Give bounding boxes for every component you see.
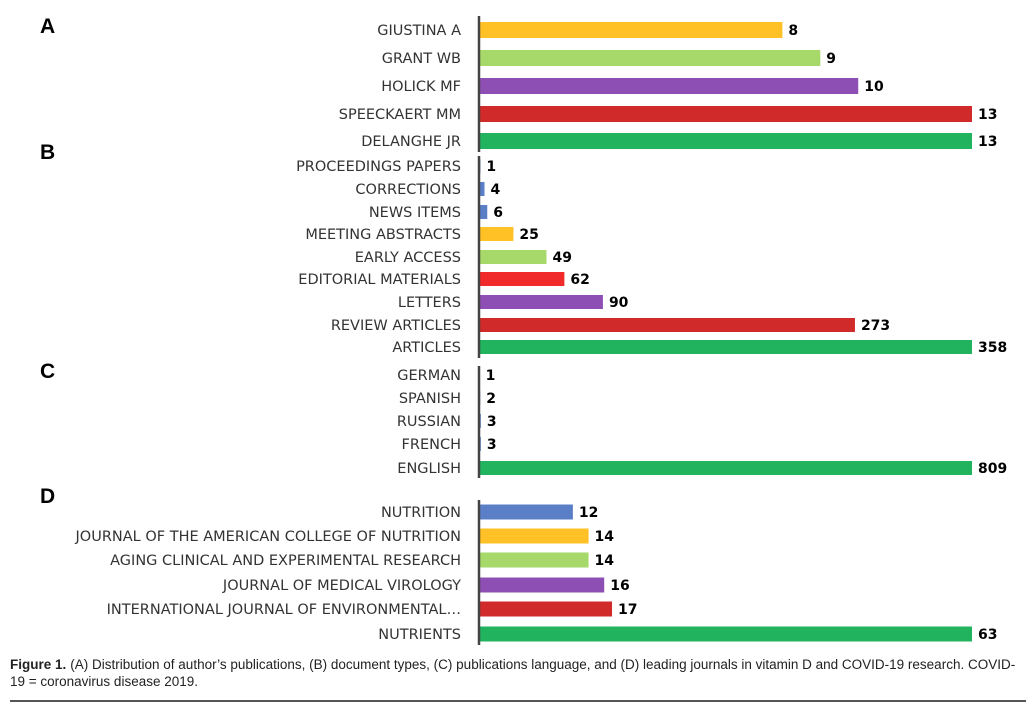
value-label: 13 (978, 107, 997, 123)
value-label: 14 (595, 553, 615, 569)
value-label: 25 (519, 227, 538, 243)
bar (479, 78, 859, 94)
category-label: AGING CLINICAL AND EXPERIMENTAL RESEARCH (110, 553, 461, 569)
bar (479, 22, 783, 38)
value-label: 358 (978, 340, 1007, 356)
value-label: 273 (861, 318, 890, 334)
bar (479, 182, 485, 196)
category-label: ENGLISH (397, 461, 461, 477)
caption-text: (A) Distribution of author’s publication… (10, 657, 1016, 689)
value-label: 6 (493, 205, 503, 221)
bottom-rule (10, 700, 1026, 702)
panel-b: B PROCEEDINGS PAPERS 1 CORRECTIONS 4 NEWS ITE… (40, 141, 1007, 358)
value-label: 63 (978, 627, 997, 643)
bar (479, 205, 488, 219)
figure-caption: Figure 1. (A) Distribution of author’s pu… (10, 656, 1030, 690)
value-label: 10 (864, 79, 884, 95)
value-label: 8 (788, 23, 798, 39)
bar (479, 106, 972, 122)
category-label: REVIEW ARTICLES (331, 318, 461, 334)
bar (479, 227, 514, 241)
category-label: GIUSTINA A (377, 23, 461, 39)
category-label: JOURNAL OF THE AMERICAN COLLEGE OF NUTRI… (75, 529, 461, 545)
bar (479, 626, 972, 642)
panel-a: A GIUSTINA A 8 GRANT WB 9 HOLICK MF 10 SPEECKAE… (40, 15, 997, 152)
category-label: EARLY ACCESS (355, 250, 461, 266)
category-label: PROCEEDINGS PAPERS (296, 159, 461, 175)
value-label: 4 (491, 182, 501, 198)
category-label: INTERNATIONAL JOURNAL OF ENVIRONMENTAL… (107, 602, 461, 618)
bar (479, 577, 605, 593)
category-label: NUTRITION (381, 505, 461, 521)
panel-letter-d: D (40, 485, 55, 508)
value-label: 49 (552, 250, 571, 266)
category-label: NUTRIENTS (378, 627, 461, 643)
category-label: GERMAN (397, 368, 461, 384)
bar (479, 528, 589, 544)
value-label: 1 (486, 368, 496, 384)
bar (479, 461, 972, 475)
value-label: 90 (609, 295, 629, 311)
bar (479, 504, 573, 520)
panel-letter-a: A (40, 15, 55, 38)
category-label: DELANGHE JR (361, 134, 461, 150)
category-label: SPEECKAERT MM (339, 107, 461, 123)
panel-c: C GERMAN 1 SPANISH 2 RUSSIAN 3 FRENCH 3 ENGLISH 80… (40, 360, 1007, 478)
value-label: 17 (618, 602, 637, 618)
bar (479, 295, 603, 309)
value-label: 3 (487, 437, 497, 453)
bar (479, 250, 547, 264)
category-label: HOLICK MF (381, 79, 461, 95)
category-label: SPANISH (399, 391, 461, 407)
category-label: FRENCH (402, 437, 461, 453)
category-label: EDITORIAL MATERIALS (298, 272, 461, 288)
category-label: LETTERS (398, 295, 461, 311)
value-label: 9 (826, 51, 836, 67)
value-label: 62 (570, 272, 589, 288)
bar (479, 272, 565, 286)
category-label: RUSSIAN (397, 414, 461, 430)
bar (479, 50, 821, 66)
value-label: 14 (595, 529, 615, 545)
value-label: 16 (610, 578, 629, 594)
category-label: JOURNAL OF MEDICAL VIROLOGY (222, 578, 461, 594)
category-label: GRANT WB (382, 51, 461, 67)
category-label: MEETING ABSTRACTS (305, 227, 461, 243)
bar (479, 601, 613, 617)
caption-label: Figure 1. (10, 657, 67, 672)
value-label: 2 (486, 391, 496, 407)
bar (479, 552, 589, 568)
value-label: 3 (487, 414, 497, 430)
category-label: NEWS ITEMS (369, 205, 461, 221)
bar (479, 340, 972, 354)
category-label: ARTICLES (392, 340, 461, 356)
category-label: CORRECTIONS (355, 182, 461, 198)
bar (479, 318, 855, 332)
panel-letter-b: B (40, 141, 55, 164)
value-label: 1 (486, 159, 496, 175)
value-label: 13 (978, 134, 997, 150)
panel-d: D NUTRITION 12 JOURNAL OF THE AMERICAN COLL… (40, 485, 997, 645)
value-label: 809 (978, 461, 1007, 477)
bar (479, 133, 972, 149)
panel-letter-c: C (40, 360, 55, 383)
value-label: 12 (579, 505, 598, 521)
